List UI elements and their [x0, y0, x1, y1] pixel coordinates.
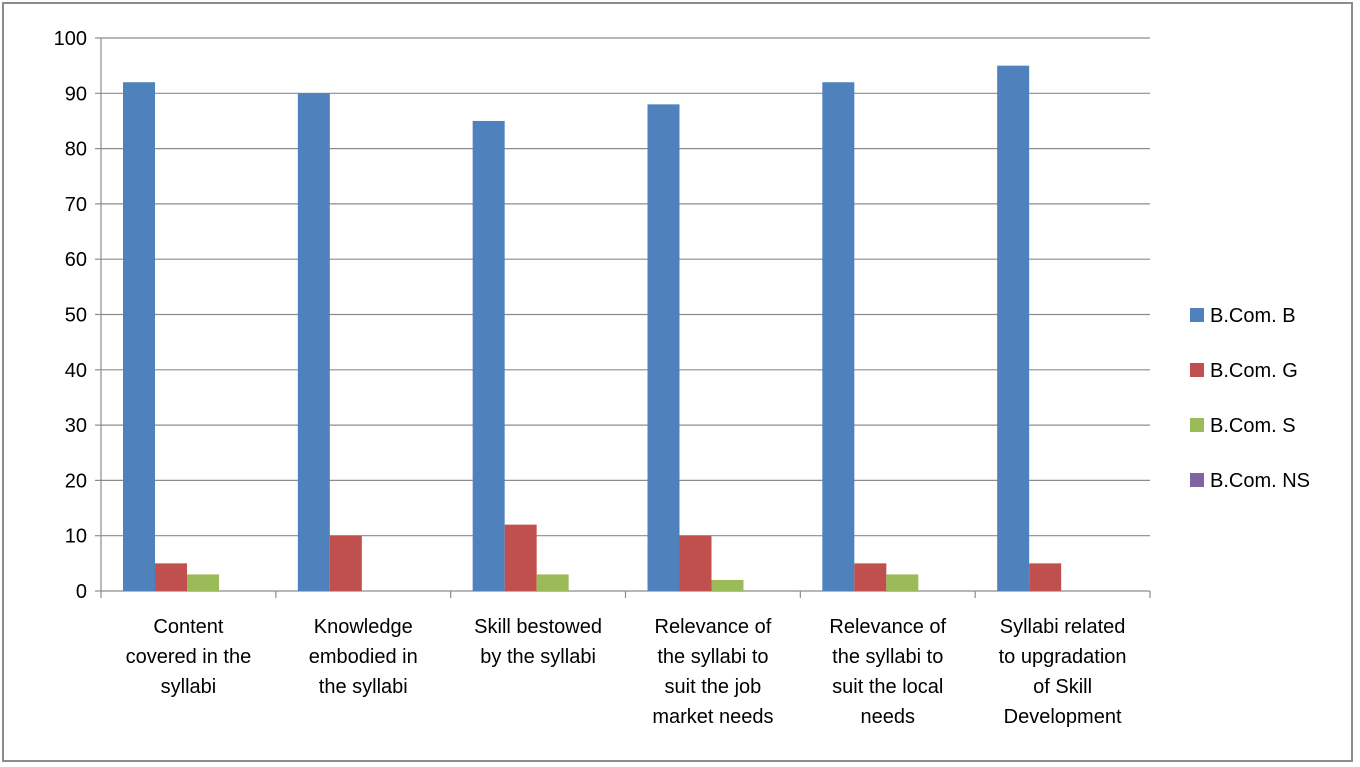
bar-b-com-g-1: [329, 535, 362, 591]
y-tick-label: 90: [65, 83, 87, 105]
x-category-label: syllabi: [161, 676, 217, 698]
x-category-label: the syllabi to: [832, 646, 943, 668]
x-category-label: Knowledge: [314, 616, 413, 638]
y-tick-label: 40: [65, 360, 87, 382]
bar-b-com-g-5: [1029, 563, 1062, 591]
bar-b-com-s-0: [187, 574, 219, 591]
y-tick-label: 80: [65, 139, 87, 161]
x-category-label: covered in the: [126, 646, 252, 668]
x-category-label: the syllabi: [319, 676, 408, 698]
bar-b-com-b-1: [297, 93, 330, 592]
legend-swatch: [1190, 308, 1204, 322]
legend-label: B.Com. B: [1210, 305, 1296, 327]
axes: [100, 38, 1151, 598]
bar-b-com-b-5: [997, 65, 1030, 591]
bar-b-com-b-0: [123, 82, 155, 592]
y-tick-label: 100: [54, 28, 87, 50]
x-category-label: Relevance of: [829, 616, 946, 638]
bars: [123, 65, 1062, 592]
y-axis-ticks: 0 10 20 30 40 50 60 70 80 90 100: [54, 28, 101, 603]
x-category-label: Development: [1004, 706, 1122, 728]
legend-label: B.Com. S: [1210, 415, 1296, 437]
legend-swatch: [1190, 473, 1204, 487]
bar-b-com-b-3: [647, 104, 680, 592]
y-tick-label: 20: [65, 470, 87, 492]
gridlines: [101, 37, 1150, 537]
y-tick-label: 60: [65, 249, 87, 271]
bar-b-com-g-2: [504, 524, 537, 591]
x-category-label: by the syllabi: [480, 646, 596, 668]
x-category-label: Skill bestowed: [474, 616, 602, 638]
legend-swatch: [1190, 363, 1204, 377]
x-category-label: suit the job: [665, 676, 762, 698]
legend-swatch: [1190, 418, 1204, 432]
legend: B.Com. B B.Com. G B.Com. S B.Com. NS: [1190, 305, 1310, 492]
bar-b-com-g-0: [155, 563, 187, 591]
x-category-label: needs: [861, 706, 916, 728]
x-category-label: suit the local: [832, 676, 943, 698]
bar-b-com-s-3: [711, 579, 744, 591]
bar-b-com-b-4: [822, 82, 855, 592]
bar-b-com-g-3: [679, 535, 712, 591]
x-category-label: the syllabi to: [657, 646, 768, 668]
x-category-label: Relevance of: [655, 616, 772, 638]
bar-b-com-s-4: [886, 574, 919, 591]
bar-b-com-g-4: [854, 563, 887, 591]
bar-chart: 0 10 20 30 40 50 60 70 80 90 100 Content covered in…: [54, 28, 1310, 728]
y-tick-label: 0: [76, 581, 87, 603]
x-category-label: embodied in: [309, 646, 418, 668]
bar-b-com-s-2: [536, 574, 569, 591]
x-category-label: to upgradation: [999, 646, 1127, 668]
y-tick-label: 70: [65, 194, 87, 216]
y-tick-label: 30: [65, 415, 87, 437]
bar-b-com-b-2: [472, 120, 505, 591]
x-category-label: Content: [153, 616, 223, 638]
category-labels: Content covered in the syllabi Knowledge emb…: [126, 616, 1127, 728]
x-category-label: Syllabi related: [1000, 616, 1126, 638]
x-category-label: market needs: [652, 706, 773, 728]
y-tick-label: 50: [65, 305, 87, 327]
y-tick-label: 10: [65, 526, 87, 548]
legend-label: B.Com. NS: [1210, 470, 1310, 492]
legend-label: B.Com. G: [1210, 360, 1298, 382]
x-category-label: of Skill: [1033, 676, 1092, 698]
